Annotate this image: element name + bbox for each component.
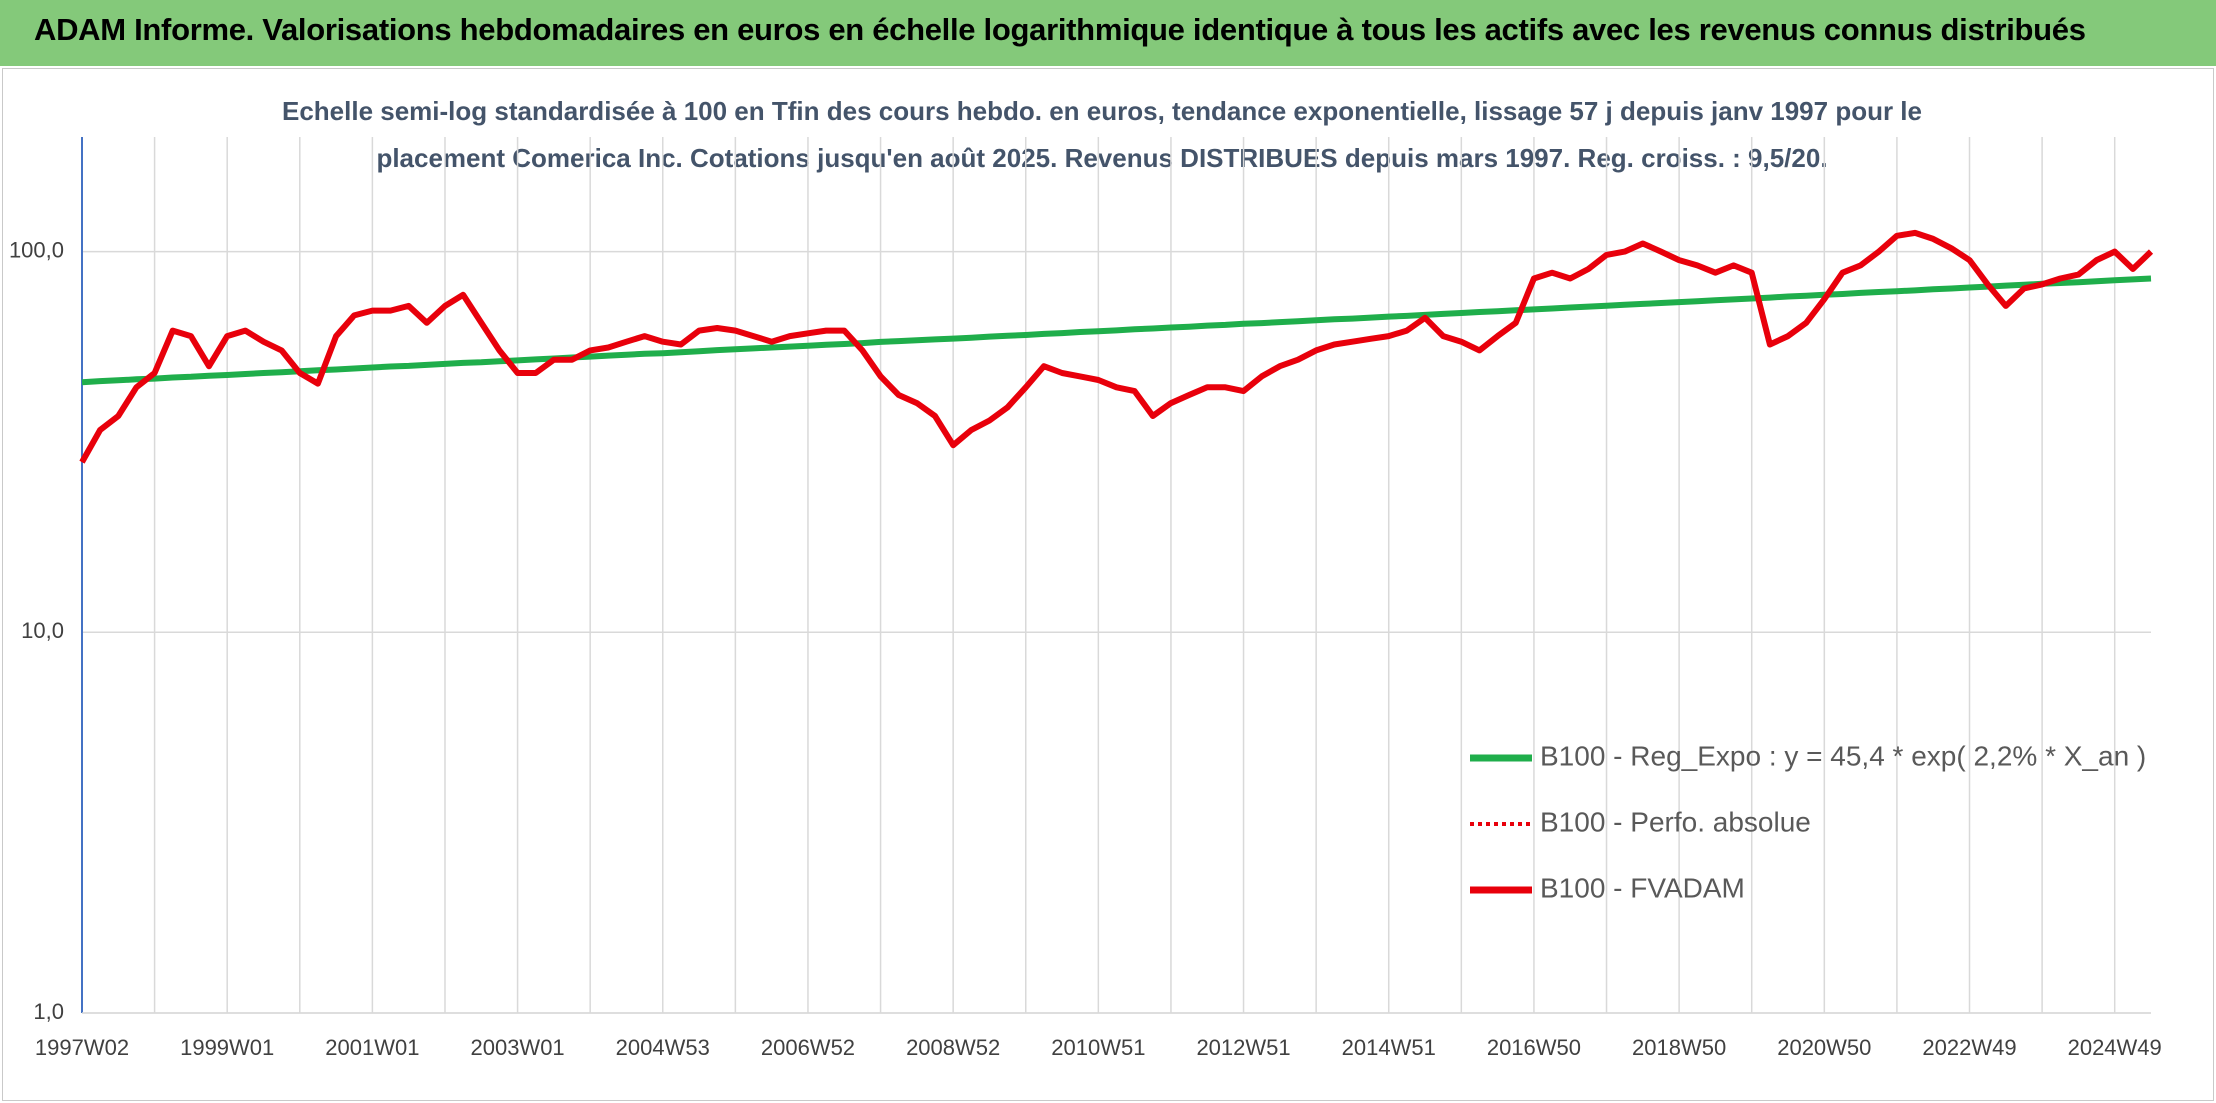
x-tick-label: 2022W49 — [1922, 1035, 2016, 1060]
x-tick-label: 2006W52 — [761, 1035, 855, 1060]
chart-subtitle: Echelle semi-log standardisée à 100 en T… — [282, 96, 1922, 126]
x-tick-label: 2018W50 — [1632, 1035, 1726, 1060]
x-tick-label: 2008W52 — [906, 1035, 1000, 1060]
y-tick-label: 1,0 — [33, 999, 64, 1024]
x-tick-label: 2001W01 — [325, 1035, 419, 1060]
y-tick-label: 10,0 — [21, 618, 64, 643]
x-tick-label: 1999W01 — [180, 1035, 274, 1060]
series-line — [79, 229, 2154, 464]
x-tick-label: 2010W51 — [1051, 1035, 1145, 1060]
x-tick-label: 1997W02 — [35, 1035, 129, 1060]
header-title: ADAM Informe. Valorisations hebdomadaire… — [34, 12, 2086, 47]
chart-subtitle: placement Comerica Inc. Cotations jusqu'… — [376, 143, 1827, 173]
header: ADAM Informe. Valorisations hebdomadaire… — [0, 0, 2216, 66]
series-line — [81, 275, 2152, 386]
legend-label: B100 - FVADAM — [1540, 872, 1745, 903]
legend-label: B100 - Reg_Expo : y = 45,4 * exp( 2,2% *… — [1540, 740, 2146, 771]
x-tick-label: 2012W51 — [1196, 1035, 1290, 1060]
legend-label: B100 - Perfo. absolue — [1540, 806, 1811, 837]
x-tick-label: 2004W53 — [616, 1035, 710, 1060]
y-tick-label: 100,0 — [9, 237, 64, 262]
x-tick-label: 2016W50 — [1487, 1035, 1581, 1060]
series-line — [80, 231, 2153, 463]
chart-frame — [2, 68, 2214, 1101]
x-tick-label: 2003W01 — [470, 1035, 564, 1060]
x-tick-label: 2014W51 — [1342, 1035, 1436, 1060]
x-tick-label: 2024W49 — [2068, 1035, 2162, 1060]
x-tick-label: 2020W50 — [1777, 1035, 1871, 1060]
